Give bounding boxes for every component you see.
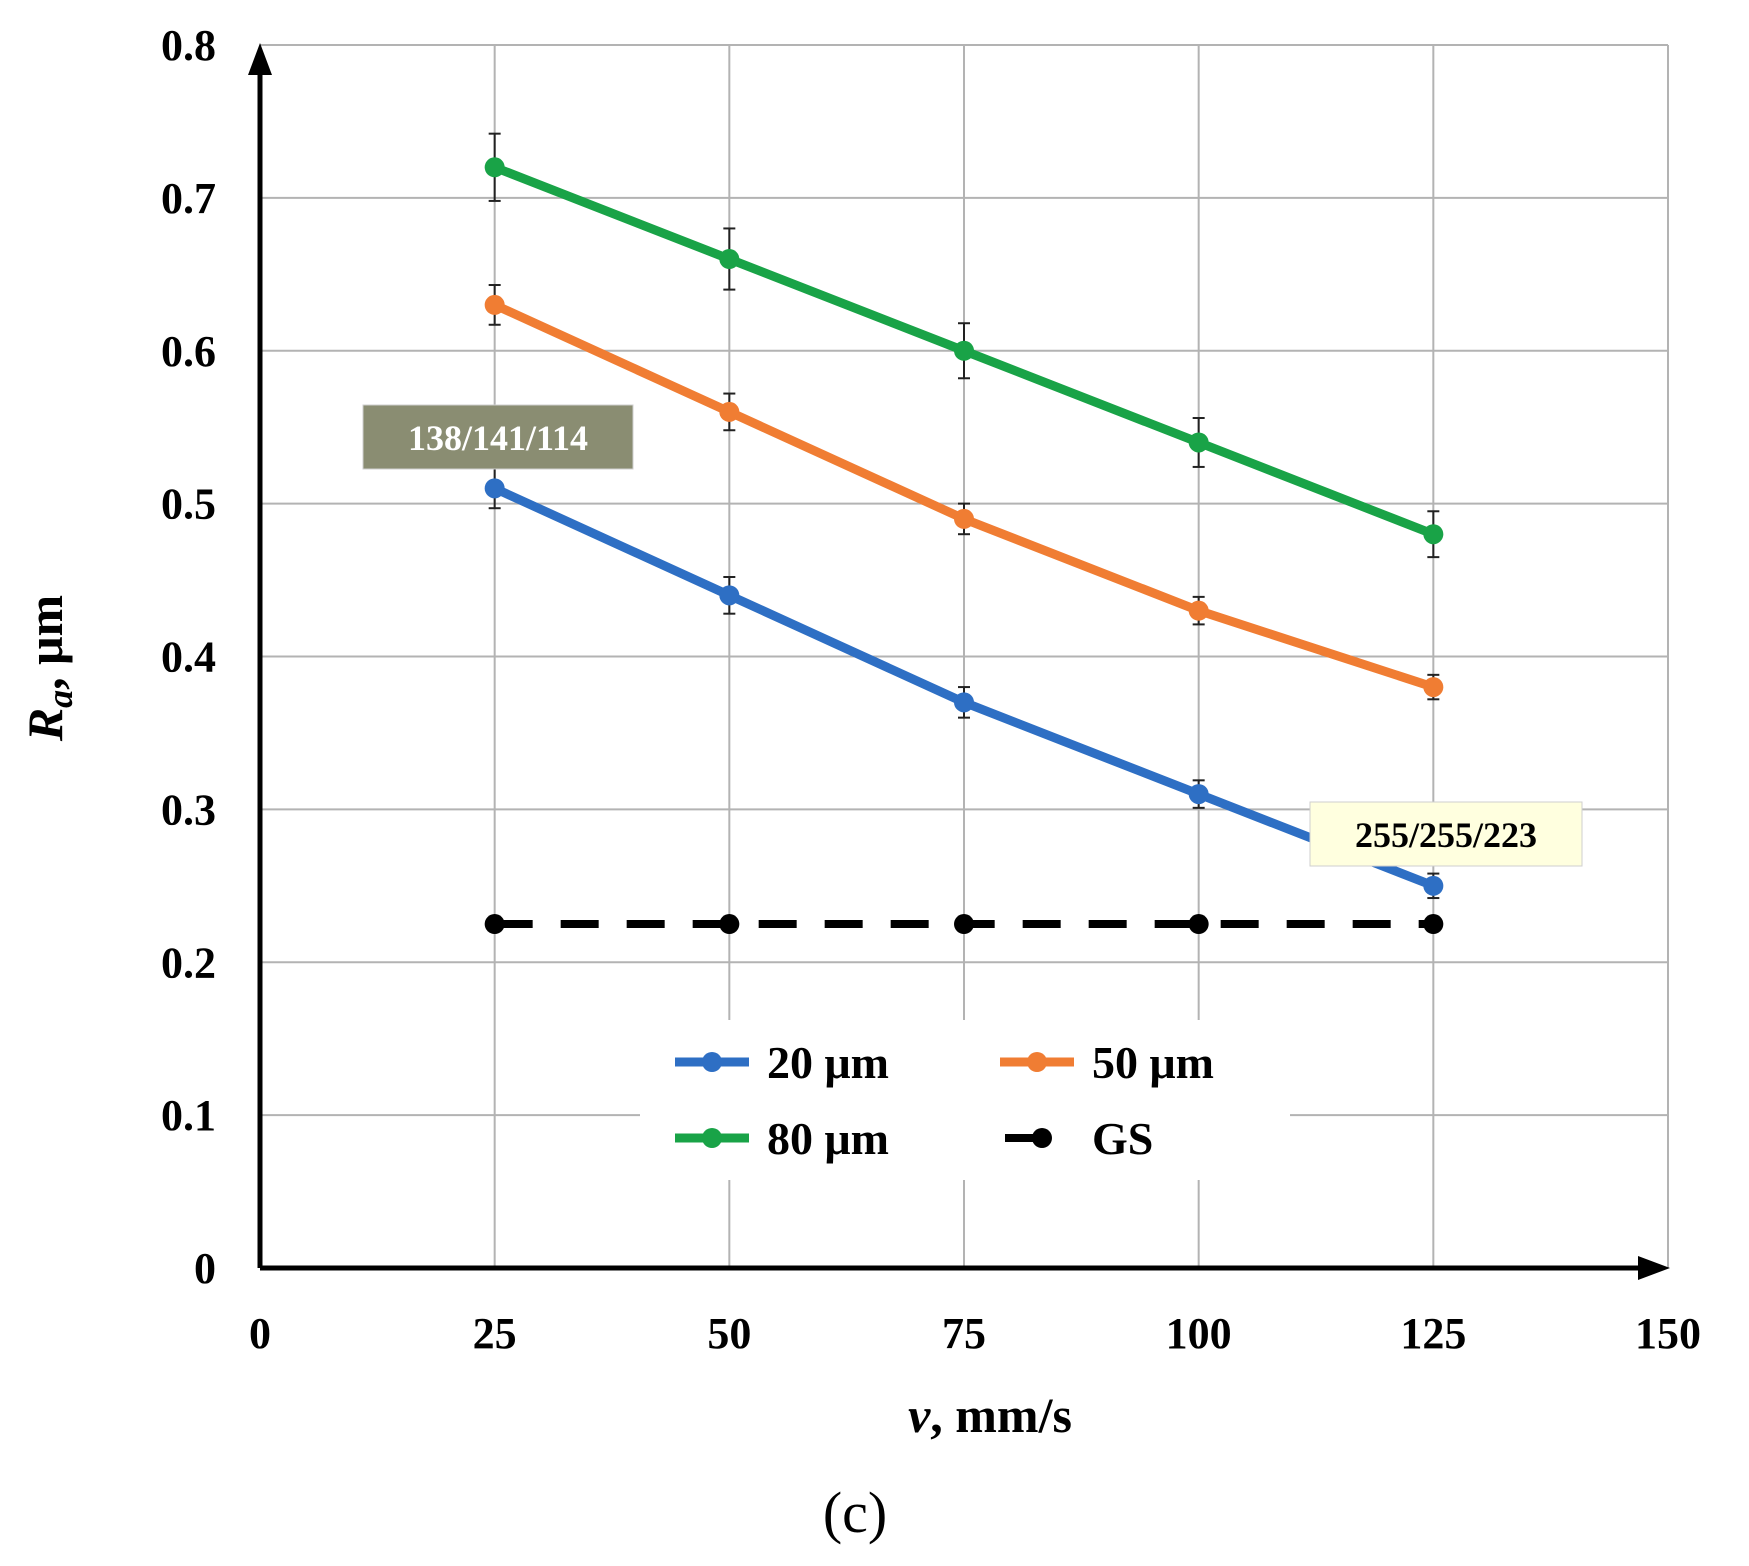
series-group xyxy=(484,132,1444,935)
legend-label: 80 μm xyxy=(767,1113,889,1164)
series-1 xyxy=(484,284,1444,701)
data-point xyxy=(1423,875,1444,896)
data-point xyxy=(719,401,740,422)
annotation-box xyxy=(1309,801,1583,867)
y-tick-label: 0.1 xyxy=(161,1091,216,1140)
y-tick-label: 0.3 xyxy=(161,785,216,834)
axes xyxy=(248,43,1670,1280)
data-point xyxy=(954,692,974,713)
data-point-gs xyxy=(1188,914,1209,935)
tick-labels: 0 0.1 0.2 0.3 0.4 0.5 0.6 0.7 0.8 0 25 50 75 100 125 15… xyxy=(161,21,1701,1358)
annotation-box xyxy=(362,404,634,470)
legend-label: GS xyxy=(1092,1113,1153,1164)
data-point xyxy=(1423,524,1444,545)
legend-swatch-marker xyxy=(1027,1052,1047,1072)
annotation-text: 138/141/114 xyxy=(408,418,588,458)
data-point xyxy=(954,508,974,529)
data-point xyxy=(1188,784,1209,805)
y-tick-label: 0.5 xyxy=(161,480,216,529)
legend-item: 80 μm xyxy=(675,1113,889,1164)
data-point xyxy=(484,157,505,178)
legend-box xyxy=(640,1020,1290,1180)
y-tick-label: 0.4 xyxy=(161,633,216,682)
legend-label: 20 μm xyxy=(767,1037,889,1088)
legend-swatch-marker xyxy=(702,1052,722,1072)
data-point xyxy=(719,585,740,606)
data-point xyxy=(719,249,740,270)
y-axis-title: Ra, μm xyxy=(17,595,80,742)
y-axis-arrow xyxy=(248,43,272,75)
legend-item: 50 μm xyxy=(1000,1037,1214,1088)
x-tick-label: 75 xyxy=(942,1309,986,1358)
y-tick-label: 0.7 xyxy=(161,174,216,223)
x-tick-label: 25 xyxy=(473,1309,517,1358)
y-tick-label: 0 xyxy=(194,1244,216,1293)
series-3 xyxy=(484,914,1444,935)
legend-swatch-marker xyxy=(1032,1128,1052,1148)
data-point xyxy=(1188,600,1209,621)
annotation-text: 255/255/223 xyxy=(1355,815,1537,855)
data-point-gs xyxy=(484,914,505,935)
y-tick-label: 0.8 xyxy=(161,21,216,70)
data-point-gs xyxy=(719,914,740,935)
legend-label: 50 μm xyxy=(1092,1037,1214,1088)
y-tick-label: 0.6 xyxy=(161,327,216,376)
data-point-gs xyxy=(1423,914,1444,935)
data-point xyxy=(1423,677,1444,698)
annotations: 138/141/114 255/255/223 xyxy=(362,404,1583,867)
x-tick-label: 150 xyxy=(1635,1309,1701,1358)
x-tick-label: 50 xyxy=(707,1309,751,1358)
y-tick-label: 0.2 xyxy=(161,938,216,987)
series-0 xyxy=(484,467,1444,900)
data-point-gs xyxy=(954,914,974,935)
legend-swatch-marker xyxy=(702,1128,722,1148)
x-axis-arrow xyxy=(1638,1256,1670,1280)
legend-item: 20 μm xyxy=(675,1037,889,1088)
data-point xyxy=(484,478,505,499)
legend-item: GS xyxy=(1005,1113,1153,1164)
data-point xyxy=(954,340,974,361)
color-annotation: 255/255/223 xyxy=(1309,801,1583,867)
data-point xyxy=(484,294,505,315)
figure-caption: (c) xyxy=(823,1480,887,1545)
data-point xyxy=(1188,432,1209,453)
x-tick-label: 125 xyxy=(1400,1309,1466,1358)
x-tick-label: 100 xyxy=(1166,1309,1232,1358)
color-annotation: 138/141/114 xyxy=(362,404,634,470)
x-axis-title: v, mm/s xyxy=(908,1387,1072,1443)
x-tick-label: 0 xyxy=(249,1309,271,1358)
series-2 xyxy=(484,132,1444,559)
legend: 20 μm 50 μm 80 μm GS xyxy=(640,1020,1290,1180)
